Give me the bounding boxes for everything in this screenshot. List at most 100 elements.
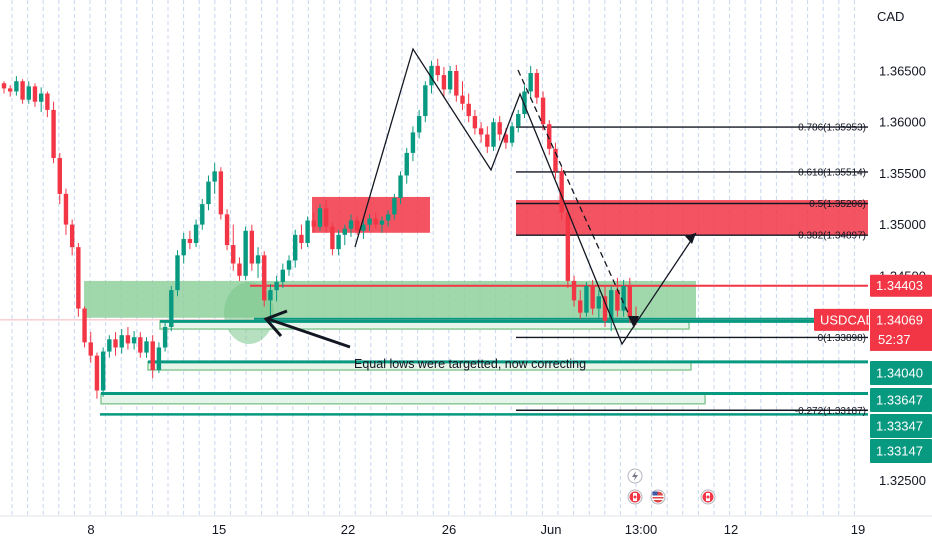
candle	[125, 327, 131, 350]
candle	[286, 255, 292, 276]
candle	[553, 142, 558, 179]
grid	[0, 0, 868, 516]
candle	[491, 118, 496, 151]
candle	[237, 257, 242, 281]
canada-flag-icon[interactable]	[627, 489, 643, 505]
candle	[497, 116, 502, 141]
candle	[119, 329, 124, 354]
flash-icon[interactable]	[627, 468, 643, 484]
candle	[144, 337, 149, 358]
us-flag-icon[interactable]	[650, 489, 666, 505]
candle	[243, 226, 248, 280]
candle	[200, 199, 205, 230]
candle	[206, 175, 211, 211]
price-badge: 1.34040	[870, 361, 932, 385]
candle	[7, 85, 13, 97]
time-tick-label: 8	[87, 522, 94, 537]
candle	[293, 229, 298, 268]
candle	[342, 224, 347, 246]
candle	[107, 335, 112, 358]
candle	[63, 188, 69, 235]
candle	[162, 321, 168, 352]
time-tick-label: Jun	[541, 522, 562, 537]
candle	[472, 109, 478, 135]
fib-label: 0.5(1.35206)	[809, 199, 866, 210]
candle	[94, 352, 100, 399]
candle	[51, 101, 56, 164]
candle	[26, 81, 31, 104]
candle	[398, 171, 403, 205]
symbol-badge: USDCAD	[814, 308, 875, 331]
candle	[249, 224, 255, 271]
candle	[615, 277, 620, 317]
candle	[156, 342, 162, 374]
candle	[150, 335, 155, 379]
candle	[20, 79, 25, 104]
candle	[578, 290, 583, 319]
time-tick-label: 19	[851, 522, 865, 537]
candle	[38, 87, 44, 112]
candle	[280, 263, 286, 289]
fib-label: -0.272(1.33187)	[795, 406, 866, 417]
candle	[385, 210, 391, 227]
price-tick-label: 1.32500	[879, 473, 926, 488]
candle	[14, 76, 19, 96]
time-axis: 8 15 22 26 Jun 13:00 12 19	[0, 515, 932, 537]
candle	[262, 251, 267, 307]
candle	[175, 250, 180, 297]
liquidity-box	[100, 392, 706, 405]
candle	[100, 347, 106, 397]
candle	[187, 230, 193, 250]
candle	[602, 286, 608, 327]
time-tick-label: 26	[442, 522, 456, 537]
candle	[323, 200, 329, 233]
candle	[516, 109, 521, 133]
candle	[410, 126, 416, 162]
annotation-text: Equal lows were targetted, now correctin…	[354, 357, 586, 371]
time-tick-label: 12	[724, 522, 738, 537]
candle	[193, 219, 199, 248]
currency-label: CAD	[877, 9, 904, 24]
candle	[299, 224, 304, 250]
candle	[485, 126, 490, 153]
candle	[336, 229, 341, 256]
candle	[416, 109, 422, 139]
candle	[584, 281, 589, 317]
arrow-head-icon	[628, 316, 639, 328]
candle	[373, 212, 378, 229]
price-badges: 1.34403 USDCAD 1.34069 52:37 1.34040 1.33647 1…	[814, 274, 932, 463]
candle	[317, 204, 323, 231]
svg-text:1.34040: 1.34040	[876, 366, 923, 381]
candle	[621, 279, 626, 317]
svg-text:1.34403: 1.34403	[876, 278, 923, 293]
candle	[441, 66, 447, 97]
candle	[454, 64, 459, 102]
candle	[435, 58, 440, 82]
candle	[609, 286, 614, 332]
svg-text:1.34069: 1.34069	[876, 312, 923, 327]
candle	[348, 214, 354, 237]
candle	[169, 286, 174, 332]
pointer-arrow-head-icon	[263, 309, 288, 337]
price-tick-label: 1.35000	[879, 217, 926, 232]
candle	[224, 209, 230, 251]
candle	[447, 65, 453, 94]
time-tick-label: 22	[341, 522, 355, 537]
price-badge: 1.33147	[870, 439, 932, 463]
canada-flag-icon[interactable]	[700, 489, 716, 505]
candle	[231, 224, 236, 271]
svg-text:USDCAD: USDCAD	[820, 312, 875, 327]
svg-text:1.33347: 1.33347	[876, 419, 923, 434]
candle	[522, 85, 527, 119]
price-tick-label: 1.36000	[879, 115, 926, 130]
candle	[138, 332, 143, 358]
time-tick-label: 13:00	[625, 522, 658, 537]
candle	[181, 232, 186, 264]
candle	[540, 91, 546, 131]
candle	[57, 152, 62, 205]
supply-zone-left	[312, 196, 430, 233]
candle	[82, 306, 87, 348]
price-badge: 1.33647	[870, 388, 932, 412]
